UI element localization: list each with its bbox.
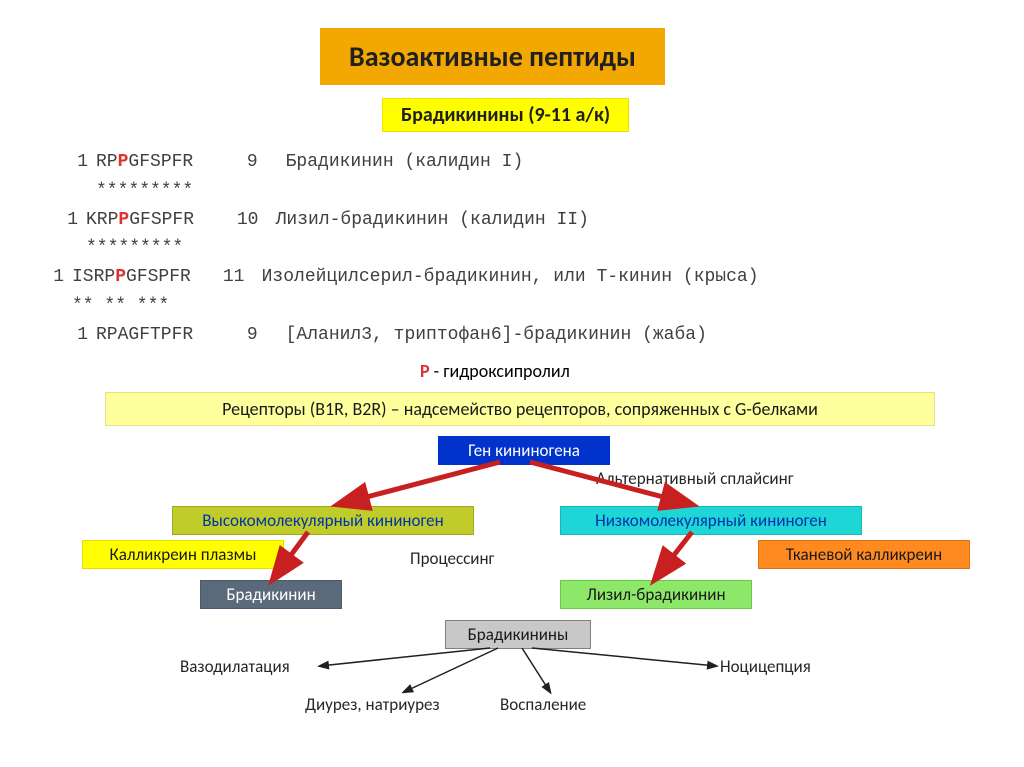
node-plasmakall: Калликреин плазмы	[82, 540, 284, 569]
sequence-stars: *********	[96, 177, 1004, 206]
sequence-stars: *********	[86, 234, 1004, 263]
subtitle: Брадикинины (9-11 а/к)	[382, 98, 629, 132]
node-inflam: Воспаление	[500, 694, 586, 715]
node-lmw: Низкомолекулярный кининоген	[560, 506, 862, 535]
node-vasodil: Вазодилатация	[180, 656, 290, 677]
node-bradykinin: Брадикинин	[200, 580, 342, 609]
sequence-row: 1RPAGFTPFR 9 [Аланил3, триптофан6]-бради…	[48, 321, 1004, 350]
main-title: Вазоактивные пептиды	[320, 28, 665, 85]
legend-symbol: Р	[420, 360, 430, 382]
node-processing: Процессинг	[410, 548, 494, 569]
receptors-box: Рецепторы (B1R, B2R) – надсемейство реце…	[105, 392, 935, 426]
node-tissuekall: Тканевой калликреин	[758, 540, 970, 569]
sequence-row: 1RPPGFSPFR 9 Брадикинин (калидин I)	[48, 148, 1004, 177]
legend-hydroxyprolyl: Р - гидроксипролил	[420, 360, 570, 382]
sequence-stars: ** ** ***	[72, 292, 1004, 321]
node-lysbrady: Лизил-брадикинин	[560, 580, 752, 609]
node-splice: Альтернативный сплайсинг	[596, 468, 794, 489]
node-nocicep: Ноцицепция	[720, 656, 811, 677]
node-bradykinins: Брадикинины	[445, 620, 591, 649]
sequence-row: 1KRPPGFSPFR 10 Лизил-брадикинин (калидин…	[38, 206, 1004, 235]
legend-text: - гидроксипролил	[430, 360, 570, 382]
node-hmw: Высокомолекулярный кининоген	[172, 506, 474, 535]
sequence-block: 1RPPGFSPFR 9 Брадикинин (калидин I)*****…	[24, 148, 1004, 350]
node-diuresis: Диурез, натриурез	[305, 694, 440, 715]
node-gene: Ген кининогена	[438, 436, 610, 465]
sequence-row: 1ISRPPGFSPFR 11 Изолейцилсерил-брадикини…	[24, 263, 1004, 292]
